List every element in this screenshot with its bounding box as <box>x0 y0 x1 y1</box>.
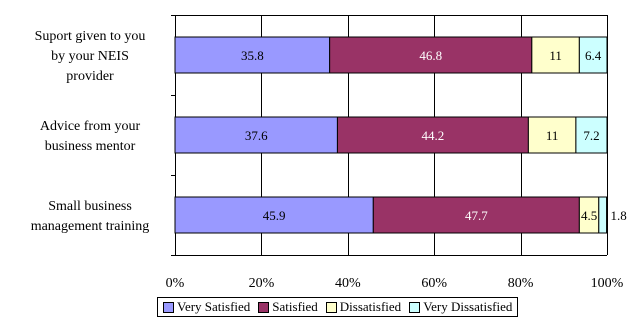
y-category-label: business mentor <box>45 139 136 154</box>
y-category-label: Small business <box>48 199 132 214</box>
legend-swatch-very-satisfied <box>163 301 174 313</box>
data-label: 7.2 <box>583 128 599 143</box>
data-label: 45.9 <box>263 208 286 223</box>
bar-dissatisfied-1 <box>527 116 577 154</box>
bar-very-satisfied-0 <box>174 36 331 74</box>
bar-very-satisfied-2 <box>174 196 374 234</box>
data-label: 46.8 <box>419 48 442 63</box>
data-label: 6.4 <box>585 48 602 63</box>
bar-very-dissatisfied-2 <box>598 196 608 234</box>
data-label: 44.2 <box>422 128 445 143</box>
y-category-label: Advice from your <box>40 119 141 134</box>
legend-item-very-satisfied: Very Satisfied <box>163 299 250 315</box>
x-tick-label: 60% <box>421 276 447 291</box>
legend-swatch-very-dissatisfied <box>409 301 421 313</box>
bar-dissatisfied-0 <box>531 36 580 74</box>
data-label: 11 <box>546 128 559 143</box>
bar-satisfied-2 <box>372 196 580 234</box>
x-tick-label: 0% <box>166 276 185 291</box>
legend-item-satisfied: Satisfied <box>258 299 318 315</box>
y-category-label: Suport given to you <box>35 29 146 44</box>
legend-item-very-dissatisfied: Very Dissatisfied <box>409 299 512 315</box>
y-category-label: provider <box>66 69 114 84</box>
bar-very-satisfied-1 <box>174 116 338 154</box>
legend-swatch-dissatisfied <box>325 301 337 313</box>
data-label: 37.6 <box>245 128 268 143</box>
x-tick-label: 80% <box>508 276 534 291</box>
legend-label-satisfied: Satisfied <box>272 299 318 314</box>
legend-label-dissatisfied: Dissatisfied <box>339 299 402 314</box>
x-tick-label: 40% <box>335 276 361 291</box>
legend-swatch-satisfied <box>258 301 270 313</box>
data-label: 4.5 <box>581 208 597 223</box>
bar-very-dissatisfied-0 <box>578 36 608 74</box>
legend: Very Satisfied Satisfied Dissatisfied Ve… <box>157 297 519 317</box>
x-tick-label: 100% <box>591 276 624 291</box>
y-category-label: by your NEIS <box>51 49 129 64</box>
legend-item-dissatisfied: Dissatisfied <box>325 299 402 315</box>
x-tick-label: 20% <box>249 276 275 291</box>
y-category-label: management training <box>31 219 150 234</box>
data-label: 11 <box>549 48 562 63</box>
data-label: 47.7 <box>465 208 488 223</box>
legend-label-very-dissatisfied: Very Dissatisfied <box>423 299 513 314</box>
bar-very-dissatisfied-1 <box>575 116 608 154</box>
data-label: 35.8 <box>241 48 264 63</box>
bar-satisfied-0 <box>329 36 533 74</box>
data-label: 1.8 <box>610 208 626 223</box>
legend-label-very-satisfied: Very Satisfied <box>177 299 251 314</box>
bar-satisfied-1 <box>336 116 529 154</box>
